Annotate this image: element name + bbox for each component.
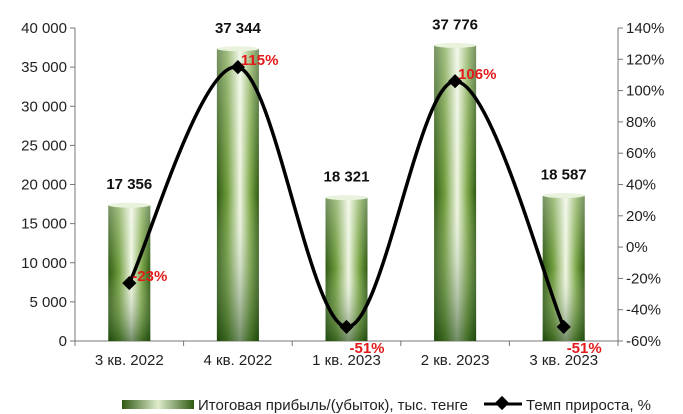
legend-line-marker <box>494 395 510 411</box>
legend: Итоговая прибыль/(убыток), тыс. тенге Те… <box>122 395 651 414</box>
line-value-labels: -23% 115% -51% 106% -51% <box>132 52 601 357</box>
bar <box>542 193 585 341</box>
right-tick-label: 20% <box>626 208 656 225</box>
legend-line-label: Темп прироста, % <box>526 397 651 414</box>
line-point <box>339 319 354 334</box>
right-tick-label: -60% <box>626 333 661 350</box>
left-tick-label: 15 000 <box>21 216 67 233</box>
x-tick-label: 2 кв. 2023 <box>421 352 490 369</box>
bar <box>216 46 259 341</box>
right-axis-ticks: -60% -40% -20% 0% 20% 40% 60% 80% 100% 120% 140% <box>618 20 664 350</box>
right-tick-label: 60% <box>626 145 656 162</box>
right-tick-label: 0% <box>626 239 648 256</box>
bar-top <box>325 195 368 201</box>
right-tick-label: -40% <box>626 302 661 319</box>
right-tick-label: 120% <box>626 51 664 68</box>
left-tick-label: 0 <box>59 333 67 350</box>
left-tick-label: 20 000 <box>21 177 67 194</box>
left-tick-label: 5 000 <box>29 294 67 311</box>
left-tick-label: 40 000 <box>21 20 67 37</box>
x-tick-label: 3 кв. 2023 <box>529 352 598 369</box>
bar-value-label: 17 356 <box>106 176 152 193</box>
bar-shading <box>542 195 585 341</box>
bar-top <box>434 42 477 48</box>
left-tick-label: 30 000 <box>21 98 67 115</box>
line-point <box>556 319 571 334</box>
left-tick-label: 10 000 <box>21 255 67 272</box>
x-axis-ticks: 3 кв. 2022 4 кв. 2022 1 кв. 2023 2 кв. 2023… <box>74 341 619 369</box>
line-value-label: -51% <box>350 340 385 357</box>
left-tick-label: 25 000 <box>21 137 67 154</box>
bar-value-label: 37 776 <box>432 16 478 33</box>
line-value-label: 115% <box>241 52 279 69</box>
right-tick-label: 140% <box>626 20 664 37</box>
right-tick-label: 80% <box>626 114 656 131</box>
bar-value-label: 18 321 <box>324 169 370 186</box>
bar-value-label: 18 587 <box>541 167 587 184</box>
legend-bar-swatch <box>122 400 194 409</box>
legend-bar-label: Итоговая прибыль/(убыток), тыс. тенге <box>198 397 468 414</box>
bar <box>325 195 368 341</box>
left-tick-label: 35 000 <box>21 59 67 76</box>
bar-shading <box>325 197 368 341</box>
bar-shading <box>216 48 259 341</box>
x-tick-label: 1 кв. 2023 <box>312 352 381 369</box>
right-tick-label: -20% <box>626 270 661 287</box>
bar-value-labels: 17 356 37 344 18 321 37 776 18 587 <box>106 16 586 193</box>
line-point <box>448 74 463 89</box>
bar-top <box>216 46 259 52</box>
line-value-label: -51% <box>567 340 602 357</box>
line-value-label: 106% <box>458 66 496 83</box>
bar-value-label: 37 344 <box>215 20 262 37</box>
bar-top <box>542 193 585 199</box>
x-tick-label: 4 кв. 2022 <box>204 352 273 369</box>
bar-shading <box>108 205 151 341</box>
bar <box>108 202 151 341</box>
bar-top <box>108 202 151 208</box>
right-tick-label: 100% <box>626 83 664 100</box>
bar-series <box>108 42 585 341</box>
x-tick-label: 3 кв. 2022 <box>95 352 164 369</box>
line-value-label: -23% <box>132 268 167 285</box>
right-tick-label: 40% <box>626 177 656 194</box>
left-axis-ticks: 0 5 000 10 000 15 000 20 000 25 000 30 000 35 0… <box>21 20 75 350</box>
line-point <box>122 276 137 291</box>
